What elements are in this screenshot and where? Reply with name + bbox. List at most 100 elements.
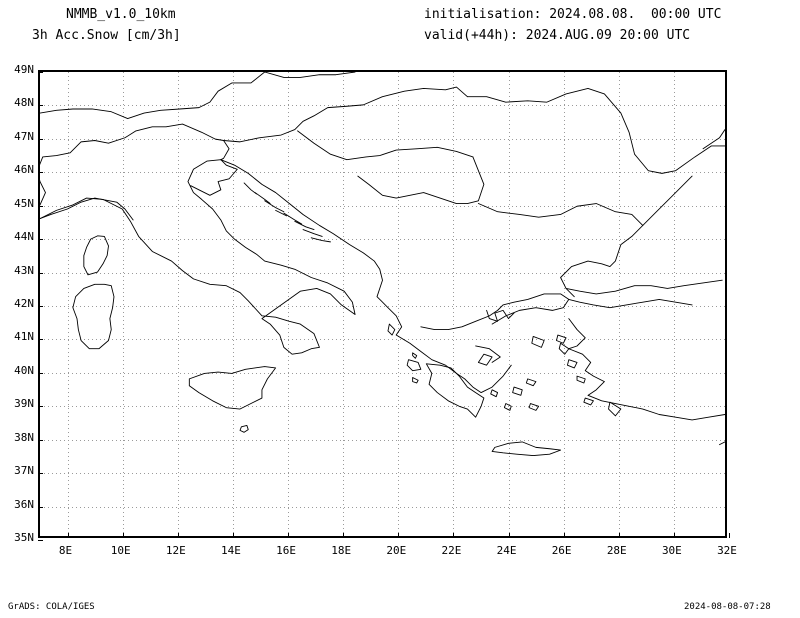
hvar-island bbox=[303, 230, 322, 237]
y-axis-tick-label: 39N bbox=[14, 397, 34, 411]
hungary-border bbox=[224, 87, 468, 142]
corfu-island bbox=[388, 324, 395, 335]
germany-austria-border bbox=[40, 72, 265, 119]
malta-island bbox=[240, 425, 248, 432]
kythnos-island bbox=[491, 390, 498, 397]
sicily-island bbox=[189, 367, 275, 409]
gridline-vertical bbox=[67, 72, 69, 536]
gridline-horizontal bbox=[40, 473, 725, 475]
turkey-aegean-mediterranean-coast bbox=[569, 319, 725, 420]
y-axis-tick-label: 36N bbox=[14, 497, 34, 511]
y-tick bbox=[38, 272, 43, 274]
santorini-island bbox=[529, 404, 539, 411]
euboea-island bbox=[478, 354, 492, 365]
y-tick bbox=[38, 540, 43, 541]
kefalonia-island bbox=[407, 360, 421, 371]
x-axis-tick-label: 30E bbox=[661, 544, 682, 557]
y-tick bbox=[38, 205, 43, 207]
black-sea-west bbox=[643, 176, 692, 225]
gridline-horizontal bbox=[40, 506, 725, 508]
y-axis-tick-label: 47N bbox=[14, 129, 34, 143]
gridline-vertical bbox=[618, 72, 620, 536]
map-canvas bbox=[40, 72, 725, 536]
y-tick bbox=[38, 506, 43, 508]
model-title: NMMB_v1.0_10km bbox=[66, 7, 176, 22]
y-tick bbox=[38, 339, 43, 341]
x-axis-tick-label: 10E bbox=[110, 544, 131, 557]
gridline-vertical bbox=[122, 72, 124, 536]
x-axis-tick-label: 18E bbox=[331, 544, 352, 557]
y-axis-tick-label: 43N bbox=[14, 263, 34, 277]
chalkidiki-peninsula bbox=[487, 310, 514, 321]
gridline-horizontal bbox=[40, 339, 725, 341]
x-axis-tick-label: 32E bbox=[717, 544, 737, 557]
naxos-island bbox=[513, 387, 523, 395]
brac-island bbox=[295, 221, 314, 229]
y-tick bbox=[38, 105, 43, 107]
alps-border bbox=[40, 124, 229, 205]
gridline-vertical bbox=[288, 72, 290, 536]
x-tick bbox=[398, 533, 400, 538]
x-axis-tick-label: 26E bbox=[551, 544, 572, 557]
map-plot-area bbox=[38, 70, 730, 541]
euboea-strait bbox=[476, 346, 501, 362]
x-tick bbox=[177, 533, 179, 538]
x-axis-tick-label: 24E bbox=[496, 544, 517, 557]
marmara-south bbox=[569, 299, 692, 307]
x-tick bbox=[453, 533, 455, 538]
crete-island bbox=[492, 442, 560, 456]
gridline-vertical bbox=[563, 72, 565, 536]
gridline-horizontal bbox=[40, 105, 725, 107]
cyprus-edge bbox=[720, 442, 725, 445]
serbia-danube bbox=[358, 157, 484, 204]
y-tick bbox=[38, 72, 43, 73]
generated-stamp: 2024-08-08-07:28 bbox=[684, 602, 771, 612]
balkan-adriatic-coast bbox=[221, 160, 511, 393]
x-tick bbox=[508, 533, 510, 538]
y-tick bbox=[38, 439, 43, 441]
x-axis-tick-label: 28E bbox=[606, 544, 627, 557]
bulgaria-border bbox=[478, 204, 642, 297]
gridline-vertical bbox=[343, 72, 345, 536]
y-tick bbox=[38, 406, 43, 408]
mykonos-island bbox=[526, 379, 536, 386]
dugi-otok bbox=[284, 213, 302, 224]
gridline-horizontal bbox=[40, 138, 725, 140]
coastline-layer bbox=[40, 72, 725, 456]
italy-coastline bbox=[40, 160, 355, 355]
x-axis-tick-label: 20E bbox=[386, 544, 407, 557]
y-axis-tick-label: 35N bbox=[14, 531, 34, 544]
grads-credit: GrADS: COLA/IGES bbox=[8, 602, 95, 612]
chios-island bbox=[567, 360, 577, 368]
x-tick bbox=[729, 533, 730, 538]
y-tick bbox=[38, 239, 43, 241]
x-tick bbox=[618, 533, 620, 538]
x-tick bbox=[563, 533, 565, 538]
gridline-horizontal bbox=[40, 205, 725, 207]
corsica-island bbox=[84, 236, 109, 275]
gridline-horizontal bbox=[40, 406, 725, 408]
samos-island bbox=[577, 376, 585, 383]
sardinia-island bbox=[73, 284, 114, 348]
korcula-island bbox=[311, 238, 330, 242]
valid-time: valid(+44h): 2024.AUG.09 20:00 UTC bbox=[424, 28, 691, 43]
field-title: 3h Acc.Snow [cm/3h] bbox=[32, 28, 181, 43]
x-axis-tick-label: 14E bbox=[220, 544, 241, 557]
x-tick bbox=[343, 533, 345, 538]
lesvos-island bbox=[559, 343, 569, 354]
y-tick bbox=[38, 372, 43, 374]
x-tick bbox=[288, 533, 290, 538]
y-axis-tick-label: 37N bbox=[14, 464, 34, 478]
liguria-coastline bbox=[40, 198, 133, 220]
romania-ukraine-border bbox=[467, 88, 725, 173]
rab-island bbox=[255, 193, 270, 204]
gridline-horizontal bbox=[40, 172, 725, 174]
x-axis-tick-label: 8E bbox=[58, 544, 73, 557]
initialisation-time: initialisation: 2024.08.08. 00:00 UTC bbox=[424, 7, 722, 22]
turkey-black-sea-coast bbox=[566, 280, 722, 294]
gridline-vertical bbox=[177, 72, 179, 536]
gridline-vertical bbox=[453, 72, 455, 536]
y-axis-tick-label: 40N bbox=[14, 363, 34, 377]
ukraine-coast bbox=[703, 130, 725, 149]
gridline-horizontal bbox=[40, 306, 725, 307]
